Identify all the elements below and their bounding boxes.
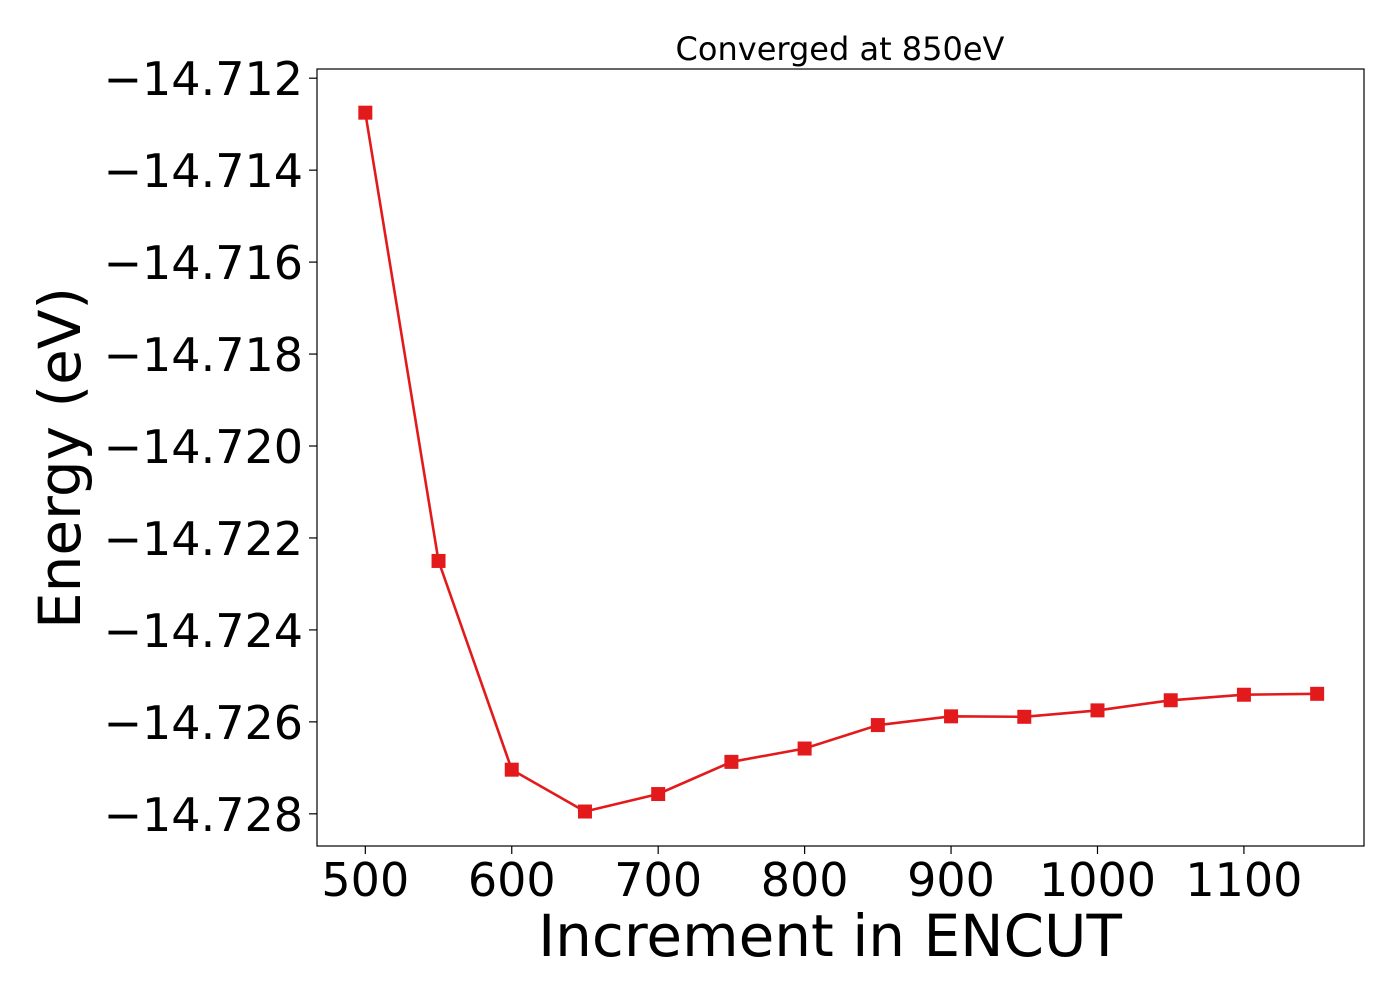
- plot-area: [358, 105, 1325, 819]
- data-point-marker: [1090, 703, 1105, 718]
- y-tick-label: −14.726: [104, 696, 304, 750]
- x-tick-label: 800: [761, 853, 849, 907]
- data-point-marker: [724, 754, 739, 769]
- x-tick-label: 1100: [1185, 853, 1302, 907]
- y-tick-label: −14.724: [104, 604, 304, 658]
- data-point-marker: [1310, 686, 1325, 701]
- data-point-marker: [504, 762, 519, 777]
- data-point-marker: [870, 718, 885, 733]
- x-tick-label: 500: [321, 853, 409, 907]
- y-tick-label: −14.728: [104, 788, 304, 842]
- y-tick-label: −14.714: [104, 144, 304, 198]
- y-tick-label: −14.718: [104, 328, 304, 382]
- x-axis: 500 600 700 800 900 1000 1100: [321, 846, 1302, 907]
- data-point-marker: [358, 105, 373, 120]
- x-tick-label: 900: [907, 853, 995, 907]
- data-point-marker: [577, 804, 592, 819]
- x-axis-label: Increment in ENCUT: [538, 902, 1122, 970]
- data-point-marker: [651, 787, 666, 802]
- series-line: [364, 112, 1318, 813]
- x-tick-label: 600: [468, 853, 556, 907]
- data-point-marker: [1236, 687, 1251, 702]
- y-tick-label: −14.722: [104, 512, 304, 566]
- x-tick-label: 700: [614, 853, 702, 907]
- y-tick-label: −14.720: [104, 420, 304, 474]
- y-axis-label: Energy (eV): [26, 287, 94, 629]
- data-point-marker: [797, 741, 812, 756]
- data-point-marker: [1163, 693, 1178, 708]
- chart-title: Converged at 850eV: [676, 30, 1005, 68]
- data-point-marker: [431, 553, 446, 568]
- y-axis: −14.712 −14.714 −14.716 −14.718 −14.720 −14.7…: [104, 52, 317, 842]
- y-tick-label: −14.716: [104, 236, 304, 290]
- data-point-marker: [944, 709, 959, 724]
- x-tick-label: 1000: [1039, 853, 1156, 907]
- data-point-marker: [1017, 709, 1032, 724]
- plot-frame: [316, 68, 1365, 847]
- y-tick-label: −14.712: [104, 52, 304, 106]
